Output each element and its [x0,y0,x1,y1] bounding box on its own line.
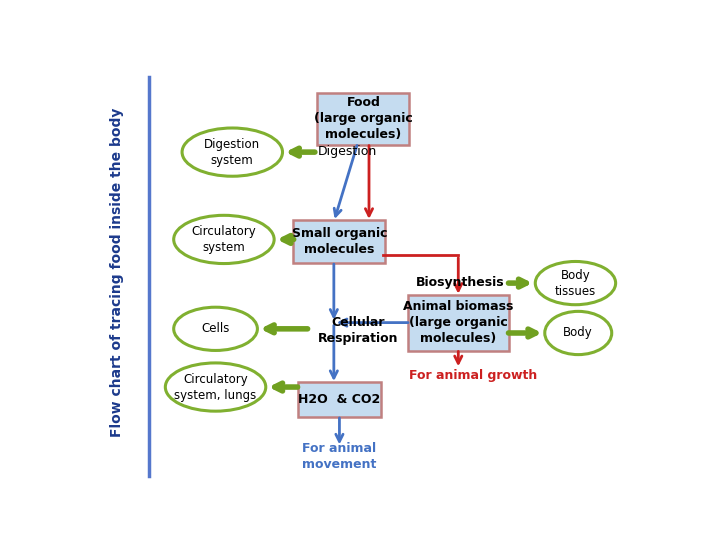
Text: Circulatory
system, lungs: Circulatory system, lungs [174,373,256,402]
Ellipse shape [545,312,612,355]
Text: Body
tissues: Body tissues [555,268,596,298]
Ellipse shape [182,128,282,176]
Ellipse shape [174,307,258,350]
FancyBboxPatch shape [293,220,385,264]
Ellipse shape [174,215,274,264]
Text: Digestion: Digestion [318,145,377,158]
Text: Biosynthesis: Biosynthesis [415,276,504,289]
Text: Circulatory
system: Circulatory system [192,225,256,254]
Text: H2O  & CO2: H2O & CO2 [298,393,381,406]
Text: Flow chart of tracing food inside the body: Flow chart of tracing food inside the bo… [109,108,124,437]
FancyBboxPatch shape [297,382,382,417]
Ellipse shape [535,261,616,305]
Text: Animal biomass
(large organic
molecules): Animal biomass (large organic molecules) [403,300,513,345]
Text: For animal growth: For animal growth [409,369,537,382]
Text: Cellular
Respiration: Cellular Respiration [318,316,398,346]
Text: For animal
movement: For animal movement [302,442,377,471]
FancyBboxPatch shape [318,93,410,145]
Text: Body: Body [563,327,593,340]
Ellipse shape [166,363,266,411]
Text: Digestion
system: Digestion system [204,138,261,167]
Text: Cells: Cells [202,322,230,335]
FancyBboxPatch shape [408,294,508,350]
Text: Small organic
molecules: Small organic molecules [292,227,387,256]
Text: Food
(large organic
molecules): Food (large organic molecules) [314,96,413,141]
